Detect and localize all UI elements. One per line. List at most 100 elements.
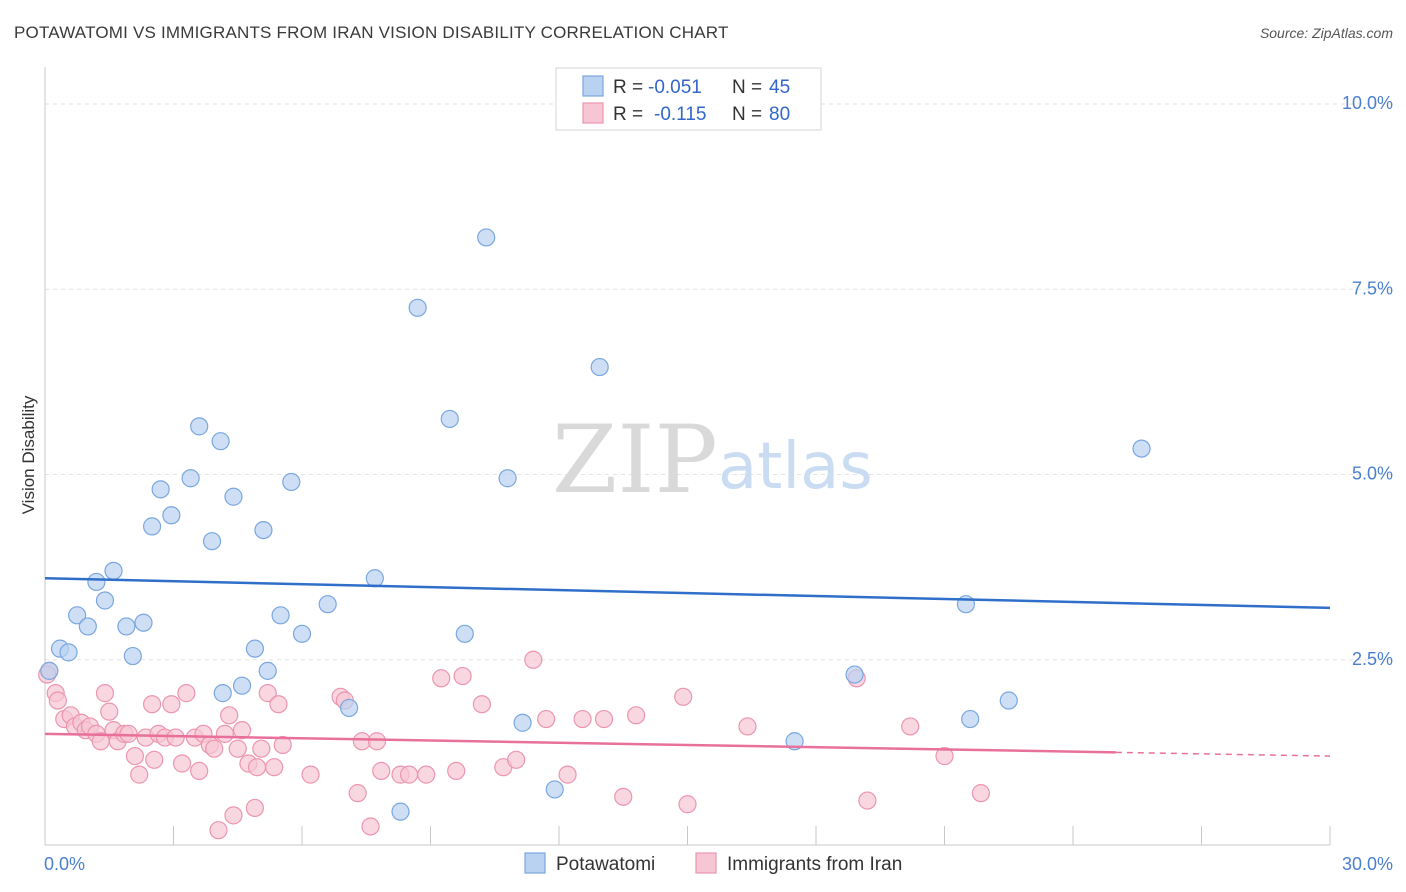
data-point-immigrants-from-iran: [190, 761, 209, 781]
data-point-immigrants-from-iran: [269, 695, 288, 714]
data-point-immigrants-from-iran: [119, 724, 138, 743]
data-point-immigrants-from-iran: [935, 746, 954, 766]
data-point-immigrants-from-iran: [245, 798, 264, 818]
legend-bottom-swatch-potawatomi: [524, 852, 546, 874]
data-point-potawatomi: [318, 595, 337, 614]
data-point-potawatomi: [845, 665, 864, 684]
data-point-immigrants-from-iran: [232, 721, 252, 740]
legend-stats: R = -0.051 N = 45 R = -0.115 N = 80: [555, 67, 822, 131]
data-point-immigrants-from-iran: [301, 765, 320, 784]
data-point-immigrants-from-iran: [172, 754, 192, 773]
data-point-immigrants-from-iran: [48, 691, 67, 710]
data-point-immigrants-from-iran: [273, 735, 292, 755]
data-point-potawatomi: [117, 617, 136, 636]
data-point-potawatomi: [282, 472, 301, 492]
y-tick-label: 10.0%: [1342, 93, 1393, 113]
data-point-potawatomi: [87, 572, 106, 592]
data-point-potawatomi: [104, 561, 123, 580]
data-point-immigrants-from-iran: [674, 687, 693, 706]
data-point-immigrants-from-iran: [524, 650, 543, 669]
data-point-immigrants-from-iran: [258, 684, 277, 703]
data-point-potawatomi: [232, 676, 252, 695]
data-point-potawatomi: [95, 591, 115, 610]
legend-bottom-iran: Immigrants from Iran: [727, 854, 902, 875]
y-tick-labels: 2.5% 5.0% 7.5% 10.0%: [1342, 93, 1393, 669]
y-axis-label: Vision Disability: [19, 395, 38, 514]
data-point-immigrants-from-iran: [265, 758, 284, 777]
data-point-immigrants-from-iran: [537, 709, 556, 729]
x-tick-labels: 0.0% 30.0%: [44, 854, 1393, 874]
data-point-potawatomi: [211, 432, 230, 451]
data-point-potawatomi: [513, 713, 532, 732]
data-point-immigrants-from-iran: [177, 684, 196, 703]
data-point-immigrants-from-iran: [858, 791, 877, 810]
series-immigrants-from-iran-points: [38, 650, 991, 840]
data-point-potawatomi: [190, 417, 209, 436]
data-point-immigrants-from-iran: [472, 695, 491, 714]
data-point-potawatomi: [40, 661, 59, 680]
data-point-potawatomi: [162, 506, 181, 525]
data-point-immigrants-from-iran: [507, 750, 526, 769]
data-point-immigrants-from-iran: [558, 765, 577, 784]
legend-n-label: N =: [732, 104, 762, 125]
data-point-immigrants-from-iran: [252, 739, 271, 758]
y-tick-label: 2.5%: [1352, 649, 1393, 669]
data-point-immigrants-from-iran: [399, 765, 419, 784]
data-point-immigrants-from-iran: [142, 695, 162, 714]
data-point-immigrants-from-iran: [224, 806, 243, 825]
trend-line-immigrants-from-iran: [44, 732, 1116, 754]
x-tick-label: 30.0%: [1342, 854, 1393, 874]
y-tick-label: 7.5%: [1352, 278, 1393, 298]
series-potawatomi-points: [40, 228, 1151, 821]
data-point-potawatomi: [1132, 439, 1151, 458]
data-point-potawatomi: [78, 617, 97, 636]
data-point-potawatomi: [455, 624, 474, 643]
data-point-immigrants-from-iran: [453, 666, 472, 686]
data-point-potawatomi: [340, 698, 359, 718]
chart-title: POTAWATOMI VS IMMIGRANTS FROM IRAN VISIO…: [14, 23, 729, 42]
trend-lines: [44, 577, 1331, 757]
legend-r-label: R =: [613, 104, 643, 125]
data-point-potawatomi: [151, 480, 170, 499]
legend-n-value: 80: [769, 104, 790, 125]
legend-swatch-potawatomi: [582, 75, 604, 97]
legend-r-value: -0.051: [648, 77, 702, 98]
data-point-potawatomi: [590, 357, 609, 377]
data-point-immigrants-from-iran: [447, 761, 466, 781]
legend-r-label: R =: [613, 77, 643, 98]
data-point-immigrants-from-iran: [220, 706, 239, 725]
data-point-potawatomi: [408, 298, 427, 317]
data-point-immigrants-from-iran: [678, 795, 697, 814]
data-point-immigrants-from-iran: [432, 669, 451, 688]
data-point-potawatomi: [181, 469, 200, 488]
data-point-immigrants-from-iran: [228, 739, 247, 758]
legend-r-value: -0.115: [654, 104, 706, 125]
data-point-potawatomi: [59, 643, 78, 662]
data-point-potawatomi: [245, 639, 264, 658]
data-point-potawatomi: [498, 469, 517, 488]
data-point-immigrants-from-iran: [417, 765, 436, 784]
x-tick-label: 0.0%: [44, 854, 85, 874]
data-point-immigrants-from-iran: [125, 746, 145, 766]
y-tick-label: 5.0%: [1352, 464, 1393, 484]
data-point-immigrants-from-iran: [971, 784, 991, 803]
data-point-immigrants-from-iran: [215, 724, 234, 743]
data-point-potawatomi: [134, 613, 153, 632]
data-point-potawatomi: [68, 606, 87, 625]
data-point-immigrants-from-iran: [348, 784, 367, 803]
data-point-immigrants-from-iran: [361, 817, 380, 836]
data-point-immigrants-from-iran: [100, 702, 119, 721]
grid: [45, 103, 1392, 661]
legend-n-label: N =: [732, 77, 762, 98]
data-point-immigrants-from-iran: [573, 709, 592, 729]
data-point-potawatomi: [254, 520, 273, 540]
data-point-immigrants-from-iran: [166, 728, 185, 747]
legend-swatch-iran: [582, 102, 604, 124]
data-point-potawatomi: [123, 646, 142, 666]
legend-n-value: 45: [769, 77, 790, 98]
data-point-potawatomi: [440, 409, 459, 429]
data-point-potawatomi: [202, 532, 222, 551]
axes: [44, 67, 1331, 846]
data-point-immigrants-from-iran: [626, 706, 646, 725]
